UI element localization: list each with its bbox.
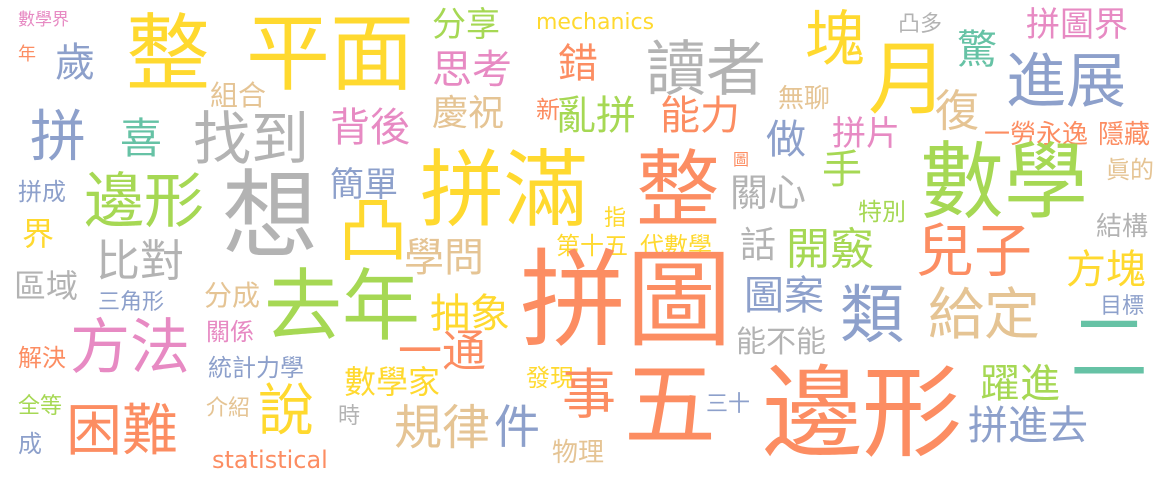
word-fangkuai: 方塊 (1066, 247, 1146, 293)
word-yincang: 隱藏 (1098, 120, 1151, 150)
word-luanpin: 亂拼 (556, 93, 636, 139)
word-nengbuneng: 能不能 (736, 325, 826, 360)
word-sanjiaoxing: 三角形 (98, 290, 165, 315)
word-tuduo: 凸多 (898, 12, 943, 37)
word-lei: 類 (840, 279, 904, 353)
word-shou: 手 (822, 147, 862, 193)
word-dishiwu: 第十五 (556, 232, 628, 260)
word-erzi: 兒子 (916, 217, 1033, 285)
word-pintu: 拼圖 (520, 239, 732, 362)
word-kaiqiao: 開竅 (786, 224, 874, 275)
word-zhende: 眞的 (1106, 156, 1154, 184)
word-tongjilixue: 統計力學 (208, 354, 304, 382)
word-mubiao: 目標 (1100, 294, 1145, 319)
word-cheng: 成 (18, 430, 42, 458)
word-sui: 歲 (55, 40, 95, 86)
word-er: 二 (1070, 304, 1149, 394)
word-statistical: statistical (212, 446, 328, 474)
word-qingzhu: 慶祝 (432, 93, 505, 134)
word-mechanics: mechanics (536, 10, 655, 35)
word-zheng-mid: 整 (636, 141, 721, 239)
word-shuxuejie: 數學界 (18, 10, 69, 30)
word-pin: 拼 (30, 105, 86, 170)
word-jinzhan: 進展 (1006, 47, 1126, 117)
word-tebie: 特別 (858, 198, 906, 226)
word-pintujie: 拼圖界 (1026, 5, 1128, 45)
word-quandeng: 全等 (18, 394, 63, 419)
word-shuxue: 數學 (920, 133, 1089, 231)
word-shuxuejia: 數學家 (344, 363, 441, 401)
word-jiandan: 簡單 (330, 165, 398, 205)
word-wuliao: 無聊 (778, 84, 831, 114)
word-zheng-top: 整 (126, 5, 211, 103)
word-shuo: 說 (258, 379, 314, 444)
word-fenxiang: 分享 (432, 5, 500, 45)
word-qunian: 去年 (264, 262, 421, 352)
word-tu-small: 圖 (733, 150, 750, 169)
word-shi: 事 (562, 363, 616, 426)
word-jiegou: 結構 (1096, 212, 1149, 242)
word-kunnan: 困難 (66, 399, 178, 464)
word-fencheng: 分成 (204, 279, 261, 312)
word-guanxin: 關心 (730, 171, 807, 215)
word-xin: 新 (536, 96, 560, 124)
word-sanshi: 三十 (706, 392, 751, 417)
word-jing: 驚 (957, 27, 997, 73)
word-daishuxue: 代數學 (640, 232, 712, 260)
word-beihou: 背後 (330, 105, 410, 151)
word-jiejue: 解決 (18, 344, 66, 372)
word-nengli: 能力 (660, 93, 740, 139)
word-wuli: 物理 (552, 438, 605, 468)
word-xi: 喜 (120, 114, 163, 163)
word-kuai: 塊 (805, 5, 865, 75)
word-wu: 五 (624, 352, 717, 459)
word-guilu: 規律 (394, 400, 491, 456)
word-bianxing-green: 邊形 (84, 167, 204, 237)
word-yitong: 一通 (398, 326, 486, 377)
word-tuan: 圖案 (744, 273, 824, 319)
word-tu-convex: 凸 (338, 190, 408, 272)
word-pinjinqu: 拼進去 (968, 403, 1088, 449)
word-duzhe: 讀者 (646, 35, 766, 105)
word-nian: 年 (18, 44, 36, 65)
word-xuewen: 學問 (404, 235, 484, 281)
word-jie: 界 (22, 215, 55, 253)
word-yuejin: 躍進 (980, 361, 1060, 407)
word-pincheng: 拼成 (18, 178, 66, 206)
word-pingmian: 平面 (246, 5, 415, 103)
word-sikao: 思考 (432, 47, 512, 93)
word-zhaodao: 找到 (193, 105, 310, 173)
word-chouxiang: 抽象 (430, 291, 510, 337)
word-zuo: 做 (766, 117, 806, 163)
word-bianxing-orange: 邊形 (762, 355, 962, 472)
word-pinpian: 拼片 (832, 114, 900, 154)
word-jian: 件 (494, 400, 540, 454)
word-quyu: 區域 (14, 267, 79, 305)
word-hua: 話 (740, 225, 777, 266)
word-fu: 復 (935, 86, 979, 137)
word-geiding: 給定 (928, 283, 1040, 348)
word-pinman: 拼滿 (420, 141, 589, 239)
word-faxian: 發現 (526, 364, 574, 392)
word-jieshao: 介紹 (206, 396, 251, 421)
word-yue: 月 (868, 33, 948, 126)
word-guanxi: 關係 (206, 318, 254, 346)
word-yilaoyongyi: 一勞永逸 (984, 120, 1089, 150)
word-shijian: 時 (338, 404, 361, 429)
word-zhi: 指 (604, 206, 627, 231)
word-zuhe: 組合 (210, 79, 267, 112)
word-fangfa: 方法 (70, 313, 190, 383)
word-biduei: 比對 (96, 236, 184, 287)
word-cuo: 錯 (558, 41, 598, 87)
word-xiang: 想 (222, 160, 318, 272)
